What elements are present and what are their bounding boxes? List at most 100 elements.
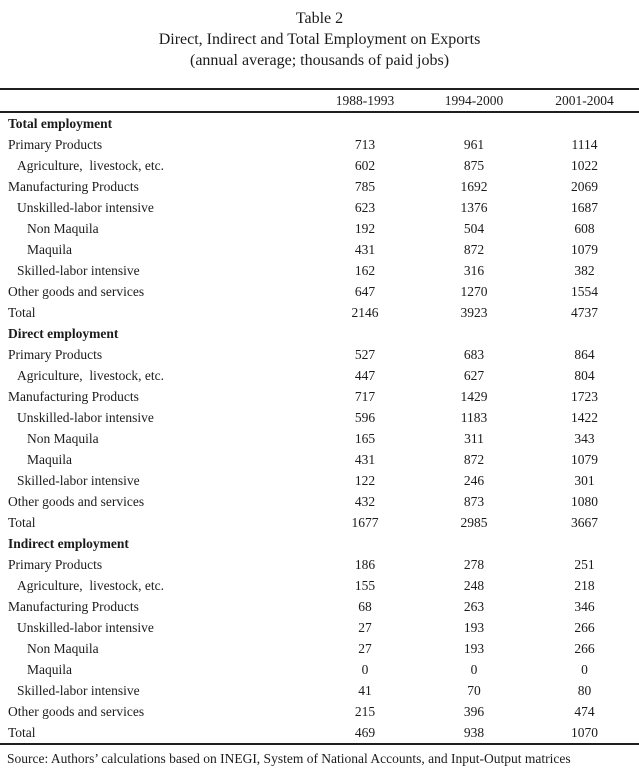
cell-value: 608 — [574, 220, 595, 236]
row-label: Maquila — [27, 451, 72, 467]
cell-value: 875 — [463, 157, 485, 173]
row-label: Manufacturing Products — [8, 178, 139, 194]
cell-value: 3923 — [460, 304, 488, 320]
table-row: Primary Products 527 683 864 — [0, 344, 639, 365]
cell-value: 873 — [463, 493, 485, 509]
cell-value — [418, 112, 530, 134]
cell-value: 165 — [354, 430, 376, 446]
row-label: Manufacturing Products — [8, 598, 139, 614]
table-row: Skilled-labor intensive 162 316 382 — [0, 260, 639, 281]
cell-value: 1114 — [571, 136, 598, 152]
cell-value: 346 — [574, 598, 595, 614]
cell-value — [530, 323, 639, 344]
cell-value — [418, 533, 530, 554]
row-label: Primary Products — [8, 346, 103, 362]
cell-value: 68 — [358, 598, 372, 614]
cell-value: 155 — [354, 577, 376, 593]
table-row: Manufacturing Products 68 263 346 — [0, 596, 639, 617]
cell-value: 0 — [361, 661, 369, 677]
table-row: Primary Products 186 278 251 — [0, 554, 639, 575]
table-row: Agriculture, livestock, etc. 447 627 804 — [0, 365, 639, 386]
row-label: Total employment — [8, 115, 113, 131]
table-row: Other goods and services 647 1270 1554 — [0, 281, 639, 302]
table-row: Total 1677 2985 3667 — [0, 512, 639, 533]
column-header-2001-2004: 2001-2004 — [530, 88, 639, 113]
cell-value: 316 — [463, 262, 485, 278]
cell-value: 192 — [354, 220, 376, 236]
row-label: Primary Products — [8, 136, 103, 152]
row-label: Non Maquila — [27, 430, 99, 446]
row-label: Other goods and services — [8, 283, 145, 299]
cell-value: 961 — [463, 136, 485, 152]
cell-value: 1554 — [571, 283, 598, 299]
cell-value: 278 — [463, 556, 485, 572]
row-label: Other goods and services — [8, 493, 145, 509]
row-label: Unskilled-labor intensive — [17, 619, 154, 635]
table-row: Skilled-labor intensive 122 246 301 — [0, 470, 639, 491]
cell-value: 717 — [354, 388, 376, 404]
table-row: Non Maquila 165 311 343 — [0, 428, 639, 449]
cell-value: 311 — [464, 430, 484, 446]
cell-value: 431 — [354, 241, 376, 257]
cell-value: 447 — [354, 367, 376, 383]
cell-value: 1429 — [460, 388, 488, 404]
table-row: Unskilled-labor intensive 27 193 266 — [0, 617, 639, 638]
cell-value: 469 — [354, 724, 376, 740]
table-row: Total 2146 3923 4737 — [0, 302, 639, 323]
table-row: Primary Products 713 961 1114 — [0, 134, 639, 155]
cell-value: 2146 — [351, 304, 379, 320]
cell-value: 246 — [463, 472, 485, 488]
row-label: Indirect employment — [8, 535, 129, 551]
cell-value: 266 — [574, 619, 595, 635]
table-row: Unskilled-labor intensive 623 1376 1687 — [0, 197, 639, 218]
header-row: 1988-1993 1994-2000 2001-2004 — [0, 88, 639, 113]
cell-value: 251 — [574, 556, 595, 572]
table-row: Maquila 431 872 1079 — [0, 449, 639, 470]
cell-value: 27 — [358, 640, 372, 656]
cell-value: 1692 — [460, 178, 488, 194]
cell-value: 713 — [354, 136, 376, 152]
row-label: Unskilled-labor intensive — [17, 409, 154, 425]
row-label: Skilled-labor intensive — [17, 262, 140, 278]
cell-value: 266 — [574, 640, 595, 656]
cell-value: 1070 — [571, 724, 598, 740]
cell-value: 396 — [463, 703, 485, 719]
cell-value: 1183 — [460, 409, 488, 425]
cell-value — [530, 533, 639, 554]
cell-value: 647 — [354, 283, 376, 299]
section-row: Total employment — [0, 112, 639, 134]
row-label: Maquila — [27, 661, 72, 677]
cell-value: 2069 — [571, 178, 598, 194]
row-label: Agriculture, livestock, etc. — [17, 157, 164, 173]
cell-value: 301 — [574, 472, 595, 488]
cell-value: 432 — [354, 493, 376, 509]
cell-value — [530, 112, 639, 134]
table-caption: Table 2 Direct, Indirect and Total Emplo… — [0, 0, 639, 71]
cell-value: 872 — [463, 451, 485, 467]
table-row: Agriculture, livestock, etc. 602 875 1022 — [0, 155, 639, 176]
cell-value — [312, 323, 418, 344]
cell-value: 1422 — [571, 409, 598, 425]
table-number: Table 2 — [295, 10, 344, 27]
column-header-1988-1993: 1988-1993 — [312, 88, 418, 113]
cell-value: 0 — [470, 661, 478, 677]
cell-value: 4737 — [571, 304, 598, 320]
table-row: Non Maquila 27 193 266 — [0, 638, 639, 659]
cell-value: 343 — [574, 430, 595, 446]
cell-value: 3667 — [571, 514, 598, 530]
cell-value: 504 — [463, 220, 485, 236]
row-label: Non Maquila — [27, 220, 99, 236]
table-row: Unskilled-labor intensive 596 1183 1422 — [0, 407, 639, 428]
table-row: Manufacturing Products 785 1692 2069 — [0, 176, 639, 197]
cell-value — [418, 323, 530, 344]
row-label: Total — [8, 724, 36, 740]
table-row: Total 469 938 1070 — [0, 722, 639, 744]
table-body: Total employment Primary Products 713 961 11… — [0, 112, 639, 744]
cell-value: 0 — [581, 661, 588, 677]
row-label: Skilled-labor intensive — [17, 472, 140, 488]
cell-value: 1687 — [571, 199, 598, 215]
table-header: 1988-1993 1994-2000 2001-2004 — [0, 88, 639, 113]
row-label: Maquila — [27, 241, 72, 257]
cell-value: 804 — [574, 367, 595, 383]
cell-value: 1270 — [460, 283, 488, 299]
